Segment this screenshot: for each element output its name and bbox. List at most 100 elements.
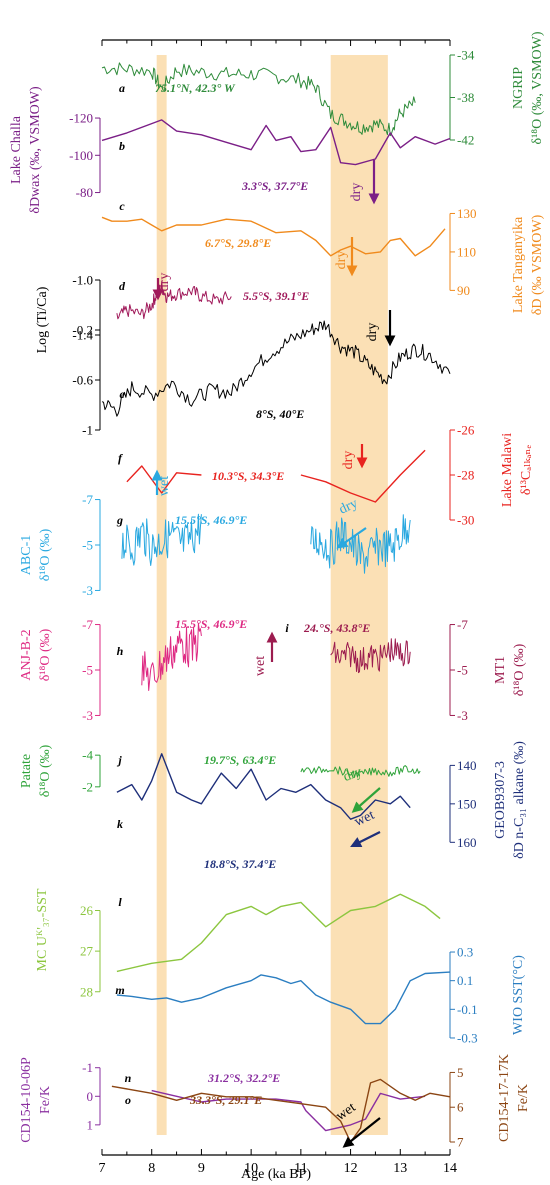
y-title-m: WIO SST(°C)	[511, 955, 526, 1035]
y-tick-label-h: -3	[82, 708, 93, 723]
y-tick-label-a: -34	[457, 48, 475, 63]
y-tick-label-m: 0.1	[457, 973, 473, 988]
panel-letter-f: f	[118, 451, 123, 465]
y-tick-label-d: -1.0	[72, 273, 93, 288]
series-line-h	[141, 623, 202, 691]
annotation-label-b-0: dry	[349, 183, 364, 202]
panel-letter-b: b	[119, 139, 125, 153]
panel-letter-j: j	[116, 753, 122, 767]
y-tick-label-k: 160	[457, 835, 477, 850]
y-tick-label-m: -0.3	[457, 1030, 478, 1045]
y-tick-label-e: -1	[82, 423, 93, 438]
site-coordinates-j: 19.7°S, 63.4°E	[204, 753, 276, 767]
x-tick-label: 12	[344, 1161, 358, 1176]
y-tick-label-f: -30	[457, 513, 474, 528]
panel-letter-n: n	[125, 1071, 132, 1085]
y-title-h: ANJ-B-2 δ¹⁸O (‰)	[19, 628, 53, 681]
y-title-d: Log (Ti/Ca)	[35, 286, 50, 353]
shaded-band-0	[156, 55, 167, 1135]
y-title-g: ABC-1 δ¹⁸O (‰)	[19, 528, 53, 581]
site-coordinates-k: 18.8°S, 37.4°E	[204, 857, 276, 871]
annotation-label-g-6: dry	[337, 496, 360, 517]
series-line-b	[101, 119, 451, 166]
y-title-l-line-1: MC Uᴷ'₃₇-SST	[35, 888, 50, 971]
y-title-a-line-1: NGRIP	[511, 67, 526, 109]
y-title-a: NGRIP δ¹⁸O (‰, VSMOW)	[511, 31, 545, 144]
y-tick-label-f: -26	[457, 423, 475, 438]
y-tick-label-h: -7	[82, 617, 93, 632]
x-tick-label: 13	[393, 1161, 407, 1176]
y-tick-label-a: -38	[457, 90, 474, 105]
y-tick-label-g: -7	[82, 492, 93, 507]
annotation-arrow-k-9	[350, 831, 381, 847]
y-tick-label-c: 130	[457, 206, 477, 221]
y-title-n-line-2: Fe/K	[38, 1086, 53, 1114]
series-line-o	[111, 1078, 451, 1143]
y-title-k-line-2: δD n-C₃₁ alkane (‰)	[512, 741, 527, 859]
y-tick-label-o: 6	[457, 1100, 464, 1115]
y-title-a-line-2: δ¹⁸O (‰, VSMOW)	[530, 31, 545, 144]
y-tick-label-o: 5	[457, 1065, 464, 1080]
x-tick-label: 9	[198, 1161, 205, 1176]
series-line-d	[116, 281, 232, 320]
y-tick-label-g: -3	[82, 583, 93, 598]
annotation-label-i-7: wet	[253, 656, 268, 676]
y-tick-label-n: 1	[87, 1117, 94, 1132]
panel-letter-c: c	[119, 199, 125, 213]
panel-letter-h: h	[117, 644, 124, 658]
y-title-c-line-1: Lake Tanganyika	[511, 216, 526, 313]
annotation-label-d-2: dry	[157, 273, 172, 292]
annotation-label-g-5: wet	[157, 476, 172, 496]
y-title-f: Lake Malawi δ¹³Cₐₗₖₐₙₑ	[500, 433, 534, 507]
annotation-arrow-g-6	[336, 527, 367, 549]
annotation-arrow-n-10	[342, 1117, 381, 1148]
panel-letter-g: g	[116, 513, 123, 527]
y-title-i-line-1: MT1	[493, 656, 508, 684]
site-coordinates-o: 33.3°S, 29.1°E	[189, 1093, 262, 1107]
series-line-k	[116, 753, 411, 820]
panel-letter-l: l	[118, 895, 122, 909]
series-line-n	[151, 1089, 426, 1132]
y-title-c-line-2: δD (‰ VSMOW)	[530, 214, 545, 315]
y-title-g-line-1: ABC-1	[19, 535, 34, 575]
annotation-arrow-j-8	[351, 787, 381, 813]
y-tick-label-m: -0.1	[457, 1002, 478, 1017]
y-tick-label-j: -2	[82, 779, 93, 794]
site-coordinates-d: 5.5°S, 39.1°E	[243, 289, 309, 303]
y-tick-label-l: 28	[80, 984, 93, 999]
panel-letter-o: o	[125, 1093, 131, 1107]
y-title-b-line-1: Lake Challa	[9, 115, 24, 184]
y-title-m-line-1: WIO SST(°C)	[511, 955, 526, 1035]
y-tick-label-e: -0.6	[72, 373, 93, 388]
panel-letter-k: k	[117, 817, 123, 831]
y-tick-label-g: -5	[82, 538, 93, 553]
x-tick-label: 7	[99, 1161, 106, 1176]
shaded-band-1	[330, 55, 388, 1135]
annotation-label-e-3: dry	[365, 323, 380, 342]
y-title-f-line-2: δ¹³Cₐₗₖₐₙₑ	[519, 445, 534, 496]
panel-letter-e: e	[119, 387, 125, 401]
x-tick-label: 11	[294, 1161, 307, 1176]
annotation-label-j-8: dry	[341, 764, 364, 784]
y-title-j-line-1: Patate	[19, 754, 34, 788]
site-coordinates-b: 3.3°S, 37.7°E	[241, 179, 308, 193]
site-coordinates-f: 10.3°S, 34.3°E	[212, 469, 284, 483]
y-tick-label-c: 90	[457, 283, 470, 298]
panel-letter-a: a	[119, 81, 125, 95]
site-coordinates-h: 15.5°S, 46.9°E	[175, 617, 247, 631]
y-title-l: MC Uᴷ'₃₇-SST	[35, 888, 50, 971]
y-title-n-line-1: CD154-10-06P	[19, 1057, 34, 1143]
annotation-label-c-1: dry	[334, 251, 349, 270]
y-title-i-line-2: δ¹⁸O (‰)	[512, 643, 527, 696]
y-title-g-line-2: δ¹⁸O (‰)	[38, 528, 53, 581]
annotation-label-f-4: dry	[341, 451, 356, 470]
y-tick-label-i: -3	[457, 708, 468, 723]
y-title-n: CD154-10-06P Fe/K	[19, 1057, 53, 1143]
y-title-h-line-2: δ¹⁸O (‰)	[38, 628, 53, 681]
y-tick-label-l: 26	[80, 903, 94, 918]
y-tick-label-b: -100	[69, 148, 93, 163]
y-tick-label-e: -0.2	[72, 323, 93, 338]
series-line-c	[101, 216, 446, 257]
x-axis-title: Age (ka BP)	[241, 1167, 311, 1182]
